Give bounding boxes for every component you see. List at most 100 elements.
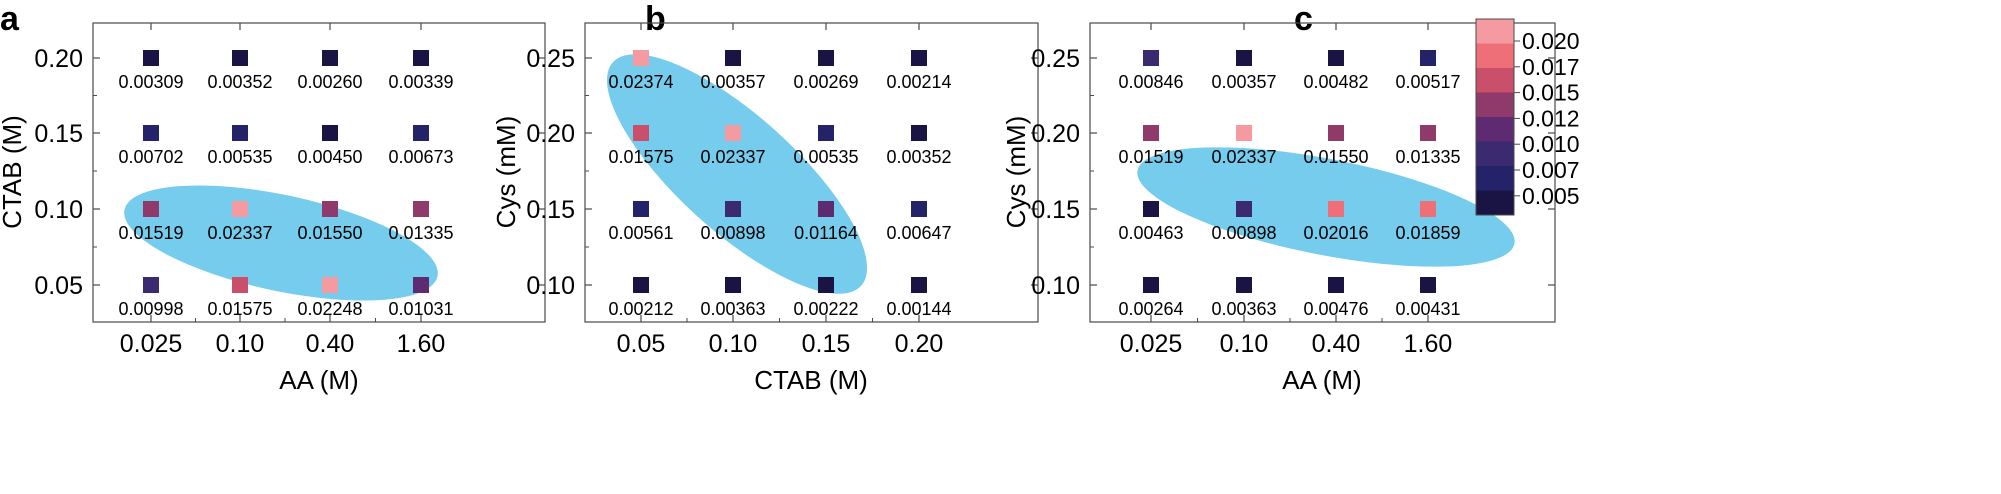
- y-axis-label: Cys (mM): [1001, 116, 1031, 229]
- y-axis-label: CTAB (M): [0, 115, 27, 229]
- value-label: 0.00260: [297, 72, 362, 92]
- colorbar-tick-label: 0.007: [1522, 157, 1580, 183]
- data-point: [725, 125, 741, 141]
- x-tick-label: 0.10: [216, 330, 265, 358]
- colorbar-segment: [1476, 68, 1514, 93]
- colorbar-segment: [1476, 43, 1514, 69]
- highlight-ellipse: [606, 54, 868, 294]
- panel-b: b 0.05 0.10 0.15 0.20 0.25 0.20 0.15 0.10 0.02374…: [491, 0, 1039, 395]
- x-tick-label: 0.15: [802, 330, 851, 358]
- data-point: [633, 50, 649, 66]
- data-point: [232, 277, 248, 293]
- value-label: 0.01519: [1118, 147, 1183, 167]
- value-label: 0.00482: [1303, 72, 1368, 92]
- value-label: 0.01575: [608, 147, 673, 167]
- data-point: [633, 125, 649, 141]
- data-point: [911, 50, 927, 66]
- data-point: [322, 125, 338, 141]
- value-label: 0.00846: [1118, 72, 1183, 92]
- y-axis-label: Cys (mM): [491, 116, 521, 229]
- value-label: 0.00431: [1395, 299, 1460, 319]
- colorbar-tick-label: 0.015: [1522, 80, 1580, 106]
- y-tick-label: 0.20: [1031, 120, 1080, 148]
- value-label: 0.00352: [207, 72, 272, 92]
- data-point: [633, 201, 649, 217]
- data-point: [1236, 277, 1252, 293]
- value-label: 0.00214: [886, 72, 951, 92]
- plot-frame: [92, 22, 546, 323]
- x-tick-label: 0.10: [709, 330, 758, 358]
- value-label: 0.01335: [388, 223, 453, 243]
- data-point: [911, 277, 927, 293]
- y-tick-label: 0.15: [526, 196, 575, 224]
- data-point: [1420, 277, 1436, 293]
- value-label: 0.00998: [118, 299, 183, 319]
- x-tick-label: 0.40: [1312, 330, 1361, 358]
- colorbar-tick-label: 0.012: [1522, 105, 1580, 131]
- data-point: [725, 201, 741, 217]
- data-point: [1143, 277, 1159, 293]
- value-label: 0.01031: [388, 299, 453, 319]
- value-label: 0.00673: [388, 147, 453, 167]
- value-label: 0.00647: [886, 223, 951, 243]
- value-label: 0.01335: [1395, 147, 1460, 167]
- y-tick-label: 0.25: [1031, 45, 1080, 73]
- y-tick-label: 0.15: [34, 120, 83, 148]
- value-label: 0.00463: [1118, 223, 1183, 243]
- value-label: 0.00212: [608, 299, 673, 319]
- data-point: [1236, 125, 1252, 141]
- value-label: 0.00264: [1118, 299, 1183, 319]
- data-point: [232, 125, 248, 141]
- data-point: [818, 50, 834, 66]
- panel-letter: c: [1294, 0, 1313, 38]
- data-point: [1328, 277, 1344, 293]
- value-label: 0.00517: [1395, 72, 1460, 92]
- data-point: [911, 201, 927, 217]
- value-label: 0.00363: [1211, 299, 1276, 319]
- data-point: [322, 201, 338, 217]
- colorbar-tick-label: 0.005: [1522, 183, 1580, 209]
- y-tick-label: 0.20: [34, 45, 83, 73]
- value-label: 0.00339: [388, 72, 453, 92]
- value-label: 0.02337: [1211, 147, 1276, 167]
- panel-letter: b: [645, 0, 666, 38]
- x-tick-label: 0.05: [617, 330, 666, 358]
- x-tick-label: 0.025: [120, 330, 183, 358]
- data-point: [413, 125, 429, 141]
- colorbar-segment: [1476, 117, 1514, 142]
- value-label: 0.00476: [1303, 299, 1368, 319]
- colorbar-segment: [1476, 92, 1514, 118]
- y-tick-label: 0.05: [34, 272, 83, 300]
- value-label: 0.01575: [207, 299, 272, 319]
- value-label: 0.01859: [1395, 223, 1460, 243]
- colorbar-segment: [1476, 19, 1514, 44]
- y-tick-label: 0.25: [526, 45, 575, 73]
- value-label: 0.00898: [700, 223, 765, 243]
- data-point: [818, 201, 834, 217]
- data-point: [413, 201, 429, 217]
- x-axis-label: CTAB (M): [754, 365, 868, 395]
- y-tick-label: 0.15: [1031, 196, 1080, 224]
- value-label: 0.01550: [1303, 147, 1368, 167]
- x-tick-label: 0.025: [1120, 330, 1183, 358]
- data-point: [143, 277, 159, 293]
- highlight-ellipse: [1137, 147, 1515, 267]
- value-label: 0.00535: [207, 147, 272, 167]
- value-label: 0.00898: [1211, 223, 1276, 243]
- data-point: [232, 201, 248, 217]
- data-point: [818, 277, 834, 293]
- value-label: 0.02016: [1303, 223, 1368, 243]
- plot-frame: [584, 22, 1039, 323]
- value-label: 0.00144: [886, 299, 951, 319]
- data-point: [725, 50, 741, 66]
- data-point: [1420, 125, 1436, 141]
- data-point: [322, 50, 338, 66]
- data-point: [143, 201, 159, 217]
- plot-frame: [1089, 22, 1556, 323]
- y-tick-label: 0.10: [1031, 272, 1080, 300]
- value-label: 0.00357: [1211, 72, 1276, 92]
- x-tick-label: 0.10: [1220, 330, 1269, 358]
- data-point: [633, 277, 649, 293]
- data-point: [322, 277, 338, 293]
